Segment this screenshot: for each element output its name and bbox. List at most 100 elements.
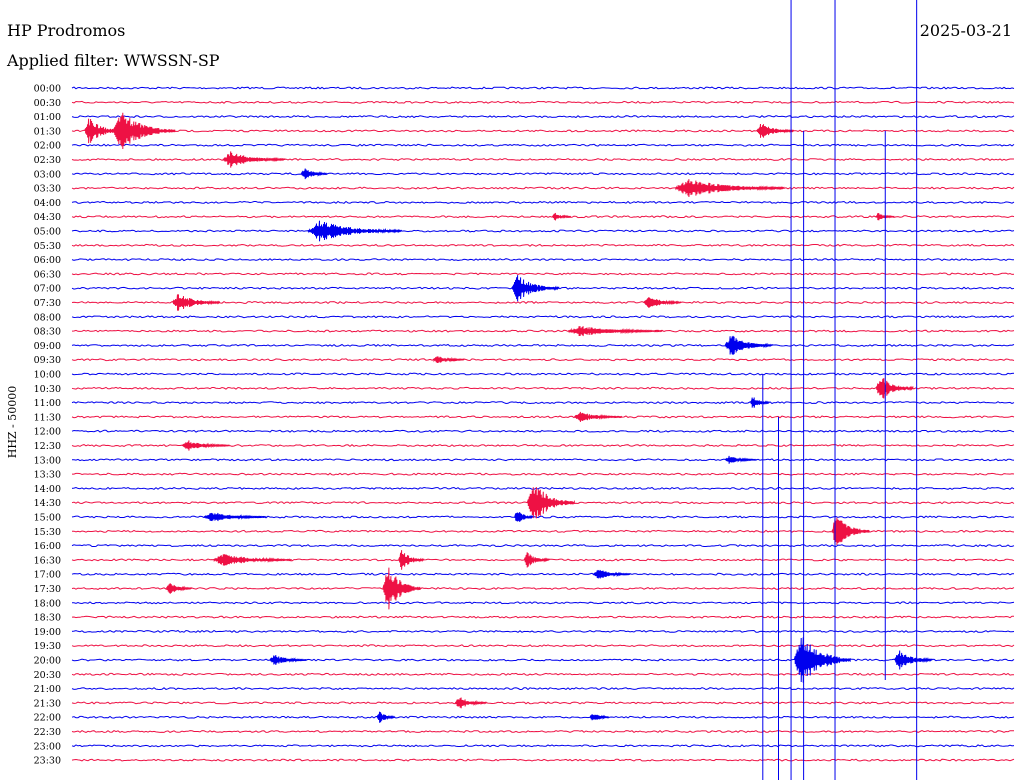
trace-row-20:00 [71,658,1015,662]
event-burst [724,335,773,355]
row-time-label: 16:00 [34,541,61,552]
trace-row-02:00 [71,143,1015,147]
event-burst [432,356,465,363]
trace-row-11:30 [71,415,1015,419]
event-burst [300,168,327,180]
trace-row-06:00 [71,258,1015,262]
event-burst [213,554,292,566]
event-burst [511,275,560,302]
event-burst [724,455,757,464]
row-time-label: 10:30 [34,384,61,395]
event-burst [674,179,785,198]
trace-row-06:30 [71,272,1015,276]
trace-lines [71,86,1015,762]
trace-row-17:00 [71,572,1014,576]
row-time-label: 22:00 [34,713,61,724]
event-burst [376,711,396,723]
trace-row-23:30 [71,758,1015,762]
event-burst [552,212,571,221]
row-time-label: 14:30 [34,498,61,509]
event-burst [222,151,286,168]
row-time-label: 23:00 [34,741,61,752]
row-time-label: 08:30 [34,327,61,338]
trace-row-07:30 [71,300,1015,305]
event-burst [269,655,308,665]
row-time-label: 17:00 [34,570,61,581]
trace-row-02:30 [71,157,1014,162]
row-time-label: 22:30 [34,727,61,738]
row-time-label: 13:30 [34,470,61,481]
row-time-label: 15:00 [34,513,61,524]
time-axis-labels: 00:00 00:30 01:00 01:30 02:00 02:30 03:00 03:30… [34,84,61,767]
trace-row-08:30 [71,329,1015,333]
row-time-label: 02:30 [34,155,61,166]
trace-row-19:30 [71,644,1015,648]
event-burst [398,550,425,570]
row-time-label: 16:30 [34,555,61,566]
vertical-spikes [762,0,918,780]
row-time-label: 21:30 [34,698,61,709]
event-burst [592,569,631,579]
event-burst [756,123,794,138]
trace-row-22:00 [71,715,1015,719]
trace-row-00:30 [71,100,1015,104]
row-time-label: 03:00 [34,169,61,180]
event-burst [643,297,681,308]
event-burst [793,637,851,683]
row-time-label: 12:00 [34,427,61,438]
row-time-label: 13:00 [34,455,61,466]
trace-row-21:30 [71,701,1015,705]
trace-row-23:00 [71,744,1015,748]
trace-row-01:30 [71,129,1015,133]
event-burst [523,552,550,568]
trace-row-22:30 [71,729,1014,734]
event-burst [589,714,609,721]
row-time-label: 18:00 [34,598,61,609]
event-burst [382,567,421,610]
row-time-label: 06:30 [34,269,61,280]
row-time-label: 19:00 [34,627,61,638]
event-burst [831,517,870,546]
trace-row-09:00 [71,343,1015,347]
row-time-label: 15:30 [34,527,61,538]
row-time-label: 08:00 [34,312,61,323]
event-burst [514,512,534,522]
event-burst [203,512,267,522]
event-burst [894,650,933,670]
row-time-label: 06:00 [34,255,61,266]
station-title: HP Prodromos [7,21,125,40]
row-time-label: 23:30 [34,756,61,767]
trace-row-20:30 [71,672,1015,676]
event-burst [454,697,487,709]
date-label: 2025-03-21 [920,21,1012,40]
trace-row-03:00 [71,172,1015,176]
row-time-label: 09:00 [34,341,61,352]
trace-row-16:00 [71,544,1015,548]
event-burst [307,220,402,242]
channel-label: HHZ - 50000 [6,386,19,459]
trace-row-17:30 [71,586,1015,590]
trace-row-14:00 [71,486,1015,490]
trace-row-10:30 [71,386,1015,390]
trace-row-18:30 [71,615,1015,619]
event-burst [749,397,769,408]
filter-label: Applied filter: WWSSN-SP [6,51,220,70]
trace-row-21:00 [71,687,1015,691]
row-time-label: 05:00 [34,227,61,238]
event-burst [574,411,622,422]
trace-row-11:00 [71,401,1015,405]
row-time-label: 11:00 [34,398,61,409]
trace-row-09:30 [71,358,1015,362]
row-time-label: 09:30 [34,355,61,366]
row-time-label: 07:00 [34,284,61,295]
event-bursts [84,112,933,723]
row-time-label: 20:00 [34,656,61,667]
row-time-label: 02:00 [34,141,61,152]
row-time-label: 19:30 [34,641,61,652]
event-burst [526,486,575,519]
trace-row-10:00 [71,372,1015,376]
row-time-label: 04:30 [34,212,61,223]
row-time-label: 00:30 [34,98,61,109]
trace-row-04:30 [71,215,1015,219]
